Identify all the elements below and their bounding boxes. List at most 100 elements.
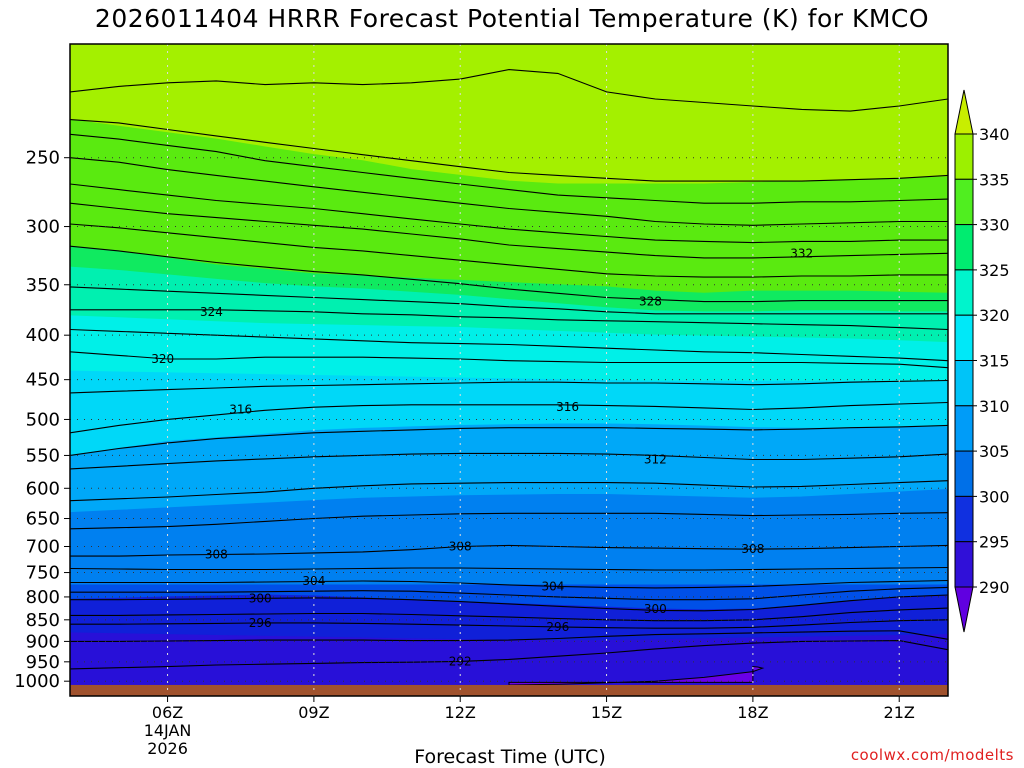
x-tick-year: 2026 (147, 739, 188, 758)
contour-298 (70, 607, 948, 622)
contour-label: 304 (541, 579, 564, 593)
contour-label: 324 (200, 305, 223, 319)
y-tick-label: 650 (26, 509, 60, 530)
x-tick-label: 06Z (152, 703, 183, 722)
contour-328 (70, 245, 948, 303)
colorbar-swatch (954, 450, 974, 497)
contour-label: 308 (741, 542, 764, 556)
x-tick-label: 09Z (298, 703, 329, 722)
x-tick-label: 18Z (737, 703, 768, 722)
colorbar-label: 300 (979, 487, 1010, 506)
contour-312 (70, 452, 948, 470)
colorbar-label: 320 (979, 306, 1010, 325)
plot-frame (69, 43, 949, 697)
x-tick-date: 14JAN (144, 721, 192, 740)
contour-338 (70, 133, 948, 204)
y-tick-label: 400 (26, 325, 60, 346)
contour-label: 292 (449, 654, 472, 668)
contour-300 (70, 594, 948, 612)
contour-332 (70, 202, 948, 259)
y-tick-label: 500 (26, 409, 60, 430)
contour-label: 308 (205, 548, 228, 562)
colorbar-label: 340 (979, 125, 1010, 144)
contour-label: 312 (644, 453, 667, 467)
contour-340 (70, 119, 948, 182)
contour-336 (70, 157, 948, 226)
contour-304 (70, 579, 948, 589)
contour-314 (70, 424, 948, 456)
contour-322 (70, 328, 948, 362)
y-tick-label: 600 (26, 478, 60, 499)
contour-308 (70, 544, 948, 557)
y-tick-label: 900 (26, 631, 60, 652)
x-tick-label: 15Z (591, 703, 622, 722)
y-tick-label: 450 (26, 370, 60, 391)
colorbar-swatch (954, 405, 974, 452)
contour-316 (70, 401, 948, 434)
contour-302 (70, 586, 948, 601)
colorbar-label: 295 (979, 533, 1010, 552)
colorbar-label: 325 (979, 261, 1010, 280)
colorbar-swatch (954, 133, 974, 180)
y-tick-label: 250 (26, 148, 60, 169)
colorbar-label: 310 (979, 397, 1010, 416)
contour-label: 328 (639, 295, 662, 309)
y-tick-label: 300 (26, 217, 60, 238)
colorbar-label: 330 (979, 216, 1010, 235)
contour-344 (70, 69, 948, 112)
plot-area: 332 328 324 320 316 316 312 308 308 308 304 304 300 3… (70, 44, 948, 696)
contour-label: 320 (151, 352, 174, 366)
colorbar-label: 335 (979, 170, 1010, 189)
contour-label: 316 (556, 400, 579, 414)
colorbar-swatch (954, 224, 974, 271)
contour-318 (70, 379, 948, 394)
contour-label: 300 (249, 591, 272, 605)
y-tick-label: 800 (26, 587, 60, 608)
contour-320 (70, 351, 948, 369)
y-tick-label: 550 (26, 445, 60, 466)
contour-label: 296 (546, 620, 569, 634)
y-tick-label: 950 (26, 652, 60, 673)
contour-label: 308 (449, 540, 472, 554)
x-tick-label: 21Z (884, 703, 915, 722)
y-tick-label: 700 (26, 537, 60, 558)
contour-326 (70, 286, 948, 315)
contour-label: 332 (790, 246, 813, 260)
colorbar-swatch (954, 178, 974, 226)
cold-pocket (508, 666, 765, 686)
contour-334 (70, 183, 948, 244)
y-tick-label: 1000 (14, 671, 60, 692)
contour-310 (70, 480, 948, 502)
colorbar-cap-top (954, 89, 974, 135)
contour-294 (70, 630, 948, 642)
contour-label: 316 (229, 402, 252, 416)
contour-label: 300 (644, 602, 667, 616)
chart-title: 2026011404 HRRR Forecast Potential Tempe… (94, 4, 930, 33)
contour-308 (70, 512, 948, 530)
y-tick-label: 350 (26, 275, 60, 296)
colorbar-swatch (954, 495, 974, 543)
colorbar-swatch (954, 360, 974, 407)
y-tick-label: 750 (26, 563, 60, 584)
y-tick-label: 850 (26, 610, 60, 631)
contour-292 (70, 640, 948, 670)
contour-306 (70, 566, 948, 571)
x-axis-label: Forecast Time (UTC) (414, 746, 606, 768)
colorbar-swatch (954, 314, 974, 362)
x-tick-label: 12Z (445, 703, 476, 722)
colorbar-label: 305 (979, 442, 1010, 461)
colorbar-label: 290 (979, 578, 1010, 597)
colorbar-swatch (954, 541, 974, 588)
contour-label: 304 (302, 574, 325, 588)
colorbar: 340 335 330 325 320 315 310 305 300 295 290 (954, 89, 1010, 633)
credit-link[interactable]: coolwx.com/modelts (850, 746, 1014, 764)
ground-surface (70, 684, 948, 696)
colorbar-swatch (954, 269, 974, 316)
contour-296 (70, 619, 948, 629)
contour-330 (70, 223, 948, 278)
colorbar-cap-bottom (954, 586, 974, 633)
contour-324 (70, 309, 948, 331)
contour-label: 296 (249, 616, 272, 630)
colorbar-label: 315 (979, 352, 1010, 371)
